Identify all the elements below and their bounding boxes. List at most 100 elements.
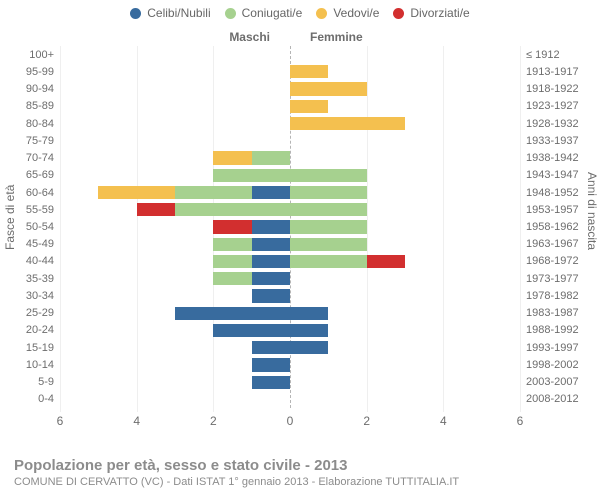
legend-label: Coniugati/e — [242, 6, 303, 20]
header-female: Femmine — [310, 30, 363, 44]
age-label: 5-9 — [38, 376, 54, 388]
bar-male — [60, 341, 290, 354]
birth-year-label: 1923-1927 — [526, 100, 579, 112]
age-label: 20-24 — [26, 324, 54, 336]
birth-year-label: 1948-1952 — [526, 187, 579, 199]
birth-year-label: 1958-1962 — [526, 221, 579, 233]
y-axis-title-left: Fasce di età — [3, 185, 17, 250]
x-tick-label: 2 — [363, 414, 370, 428]
bar-segment-single — [252, 289, 290, 302]
age-label: 95-99 — [26, 66, 54, 78]
plot-area: 100+≤ 191295-991913-191790-941918-192285… — [60, 46, 520, 408]
birth-year-label: 1973-1977 — [526, 273, 579, 285]
bar-segment-married — [175, 186, 252, 199]
age-label: 100+ — [29, 49, 54, 61]
age-label: 85-89 — [26, 100, 54, 112]
birth-year-label: 1933-1937 — [526, 135, 579, 147]
bar-segment-widowed — [290, 82, 367, 95]
bar-segment-married — [290, 238, 367, 251]
bar-segment-single — [175, 307, 290, 320]
chart-container: Celibi/NubiliConiugati/eVedovi/eDivorzia… — [0, 0, 600, 500]
bar-female — [290, 134, 520, 147]
bar-male — [60, 203, 290, 216]
row: 80-841928-1932 — [60, 115, 520, 132]
age-label: 80-84 — [26, 118, 54, 130]
chart-area: Maschi Femmine 100+≤ 191295-991913-19179… — [60, 30, 520, 430]
legend-swatch — [225, 8, 236, 19]
bar-segment-single — [290, 341, 328, 354]
bar-segment-widowed — [290, 117, 405, 130]
bar-segment-widowed — [98, 186, 175, 199]
bar-female — [290, 307, 520, 320]
bar-male — [60, 82, 290, 95]
row: 65-691943-1947 — [60, 167, 520, 184]
row: 10-141998-2002 — [60, 356, 520, 373]
bar-male — [60, 272, 290, 285]
chart-subtitle: COMUNE DI CERVATTO (VC) - Dati ISTAT 1° … — [14, 476, 586, 488]
birth-year-label: 1943-1947 — [526, 169, 579, 181]
bar-female — [290, 186, 520, 199]
age-label: 65-69 — [26, 169, 54, 181]
row: 25-291983-1987 — [60, 305, 520, 322]
x-tick-label: 0 — [287, 414, 294, 428]
age-label: 35-39 — [26, 273, 54, 285]
bar-segment-widowed — [213, 151, 251, 164]
bar-female — [290, 272, 520, 285]
bar-segment-divorced — [137, 203, 175, 216]
row: 0-42008-2012 — [60, 391, 520, 408]
bar-segment-widowed — [290, 65, 328, 78]
x-tick-label: 2 — [210, 414, 217, 428]
bar-segment-single — [252, 220, 290, 233]
bar-male — [60, 255, 290, 268]
row: 15-191993-1997 — [60, 339, 520, 356]
bar-segment-married — [213, 272, 251, 285]
header-male: Maschi — [229, 30, 270, 44]
age-label: 0-4 — [38, 393, 54, 405]
bar-female — [290, 82, 520, 95]
bar-male — [60, 186, 290, 199]
legend: Celibi/NubiliConiugati/eVedovi/eDivorzia… — [0, 0, 600, 20]
row: 35-391973-1977 — [60, 270, 520, 287]
bar-segment-single — [290, 324, 328, 337]
birth-year-label: 1993-1997 — [526, 342, 579, 354]
age-label: 10-14 — [26, 359, 54, 371]
bar-segment-married — [213, 255, 251, 268]
y-axis-title-right: Anni di nascita — [585, 172, 599, 250]
birth-year-label: 1953-1957 — [526, 204, 579, 216]
bar-segment-single — [252, 341, 290, 354]
age-label: 40-44 — [26, 255, 54, 267]
birth-year-label: 1988-1992 — [526, 324, 579, 336]
bar-segment-single — [252, 272, 290, 285]
row: 60-641948-1952 — [60, 184, 520, 201]
row: 70-741938-1942 — [60, 149, 520, 166]
row: 85-891923-1927 — [60, 98, 520, 115]
chart-title: Popolazione per età, sesso e stato civil… — [14, 457, 586, 474]
bar-female — [290, 238, 520, 251]
age-label: 70-74 — [26, 152, 54, 164]
x-axis: 6420246 — [60, 408, 520, 430]
bar-segment-widowed — [290, 100, 328, 113]
row: 55-591953-1957 — [60, 201, 520, 218]
age-label: 45-49 — [26, 238, 54, 250]
birth-year-label: 1918-1922 — [526, 83, 579, 95]
age-label: 30-34 — [26, 290, 54, 302]
row: 5-92003-2007 — [60, 374, 520, 391]
bar-segment-married — [213, 169, 290, 182]
x-tick-label: 4 — [440, 414, 447, 428]
birth-year-label: 1983-1987 — [526, 307, 579, 319]
bar-segment-married — [290, 255, 367, 268]
age-label: 15-19 — [26, 342, 54, 354]
bar-male — [60, 220, 290, 233]
bar-female — [290, 48, 520, 61]
legend-item: Divorziati/e — [393, 6, 469, 20]
bar-segment-single — [252, 238, 290, 251]
bar-segment-married — [290, 186, 367, 199]
legend-item: Vedovi/e — [316, 6, 379, 20]
bar-male — [60, 289, 290, 302]
age-label: 90-94 — [26, 83, 54, 95]
birth-year-label: 2003-2007 — [526, 376, 579, 388]
bar-segment-single — [252, 358, 290, 371]
bar-female — [290, 100, 520, 113]
x-tick-label: 6 — [57, 414, 64, 428]
bar-female — [290, 203, 520, 216]
